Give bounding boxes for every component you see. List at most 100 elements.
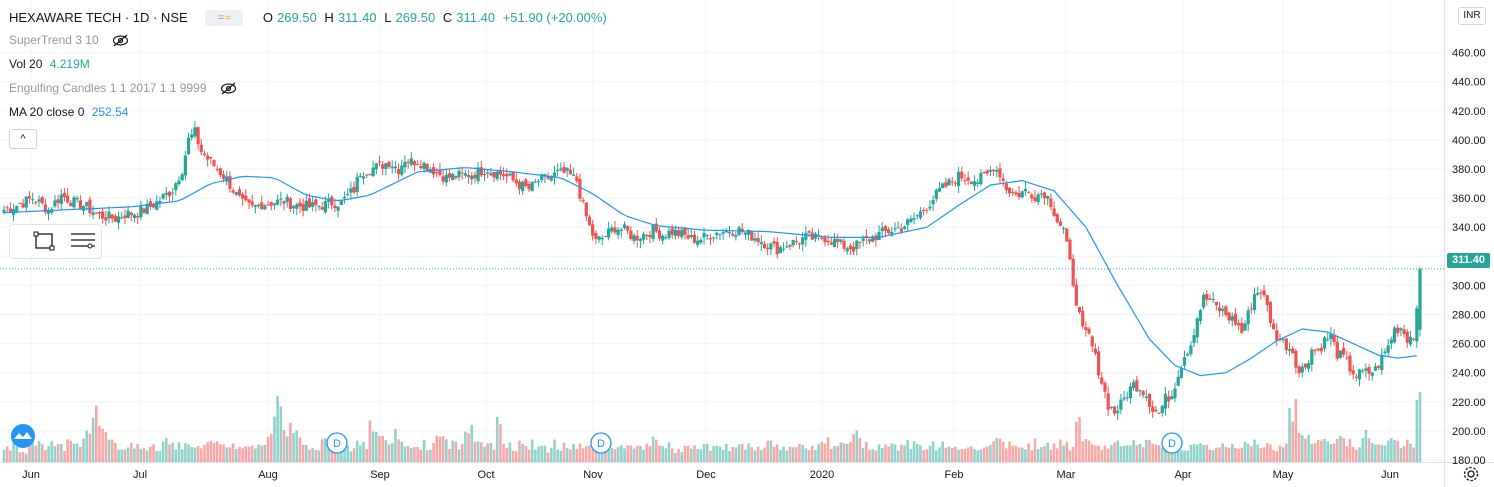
- candle-body: [1103, 382, 1107, 392]
- candle-body: [288, 198, 292, 209]
- volume-bar: [279, 406, 283, 462]
- candle: [486, 169, 490, 179]
- candle-body: [66, 195, 70, 203]
- candle: [1192, 328, 1196, 347]
- volume-bar: [1199, 443, 1202, 462]
- price-tick-label: 280.00: [1452, 310, 1486, 322]
- eye-off-icon[interactable]: [112, 34, 129, 47]
- candle-body: [1112, 406, 1117, 414]
- volume-bar: [317, 450, 321, 462]
- engulfing-legend[interactable]: Engulfing Candles 1 1 2017 1 1 9999: [9, 81, 237, 95]
- candle-body: [1357, 369, 1362, 380]
- rectangle-tool-icon[interactable]: [33, 231, 55, 251]
- time-tick-label: Feb: [945, 469, 964, 481]
- candle-body: [438, 170, 442, 175]
- candle: [199, 138, 203, 156]
- candle-body: [1027, 191, 1031, 193]
- candle-body: [1265, 295, 1269, 305]
- candle: [794, 236, 798, 245]
- candle: [113, 213, 117, 223]
- candle: [922, 207, 926, 216]
- volume-bar: [1374, 444, 1377, 462]
- candle: [155, 195, 159, 211]
- candle-body: [196, 127, 200, 145]
- candle-body: [855, 240, 859, 249]
- time-axis[interactable]: Jun Jul Aug Sep Oct Nov Dec 2020 Feb Mar Apr May Jun: [22, 469, 1399, 481]
- candle: [470, 172, 474, 185]
- volume-bar: [190, 446, 194, 462]
- eye-off-icon[interactable]: [220, 82, 237, 95]
- volume-bar: [585, 446, 588, 462]
- candle: [651, 223, 655, 243]
- volume-bar: [1412, 447, 1415, 462]
- candle: [1205, 289, 1209, 306]
- candle-body: [578, 178, 582, 199]
- volume-legend[interactable]: Vol 20 4.219M: [9, 57, 90, 71]
- candle: [947, 177, 951, 186]
- candle-body: [769, 243, 773, 250]
- volume-bar: [970, 446, 973, 462]
- candle-body: [670, 228, 674, 235]
- candle: [444, 169, 448, 187]
- volume-bar: [613, 449, 617, 462]
- compare-pill[interactable]: =≈: [205, 9, 244, 26]
- candle-body: [473, 174, 477, 179]
- candle: [161, 192, 165, 200]
- volume-bar: [63, 451, 66, 462]
- candle: [390, 160, 394, 174]
- collapse-legend-button[interactable]: ^: [9, 129, 37, 149]
- candle: [498, 166, 502, 180]
- supertrend-legend[interactable]: SuperTrend 3 10: [9, 33, 129, 47]
- candle-body: [960, 171, 964, 179]
- candle: [995, 165, 999, 178]
- tradingview-logo-icon[interactable]: [8, 424, 38, 448]
- candle: [727, 226, 732, 238]
- candle-body: [1310, 349, 1314, 365]
- candle: [902, 225, 907, 230]
- candle-body: [1243, 323, 1247, 331]
- candle-body: [603, 236, 608, 238]
- candle-body: [368, 174, 372, 176]
- candle-body: [1058, 221, 1063, 226]
- volume-bar: [1195, 444, 1199, 462]
- candle: [18, 202, 22, 205]
- dividend-label: D: [1168, 438, 1176, 450]
- price-axis[interactable]: 460.00 440.00 420.00 400.00 380.00 360.00 340.…: [1452, 48, 1486, 467]
- candle: [1412, 337, 1416, 342]
- volume-bar: [1275, 451, 1279, 462]
- volume-bar: [683, 445, 687, 462]
- volume-bar: [518, 440, 521, 462]
- currency-label[interactable]: INR: [1458, 7, 1486, 25]
- candle-body: [632, 235, 636, 242]
- symbol-title[interactable]: HEXAWARE TECH · 1D · NSE: [9, 10, 188, 25]
- candle: [1259, 289, 1263, 300]
- candle-body: [1380, 354, 1384, 371]
- volume-bar: [1390, 438, 1393, 462]
- candle: [190, 128, 194, 141]
- lines-tool-icon[interactable]: [70, 231, 96, 251]
- candle-body: [501, 174, 506, 177]
- volume-bar: [1186, 450, 1190, 462]
- volume-bar: [1167, 444, 1170, 462]
- candle-body: [880, 227, 884, 232]
- volume-bar: [597, 451, 601, 462]
- candle: [584, 202, 588, 222]
- candle-body: [412, 161, 417, 166]
- volume-bar: [715, 445, 719, 462]
- volume-bar: [588, 445, 591, 462]
- candle-body: [1370, 372, 1374, 376]
- candle-body: [626, 226, 630, 231]
- volume-bar: [397, 439, 400, 462]
- gear-icon[interactable]: [1462, 465, 1480, 483]
- candle-body: [1405, 331, 1409, 343]
- candle-body: [444, 174, 448, 183]
- candle-body: [110, 214, 114, 219]
- candle-body: [400, 165, 404, 175]
- volume-bar: [228, 447, 232, 462]
- ma-legend[interactable]: MA 20 close 0 252.54: [9, 105, 128, 119]
- volume-bar: [53, 446, 57, 462]
- candle-body: [1389, 339, 1393, 344]
- candle-body: [562, 166, 566, 173]
